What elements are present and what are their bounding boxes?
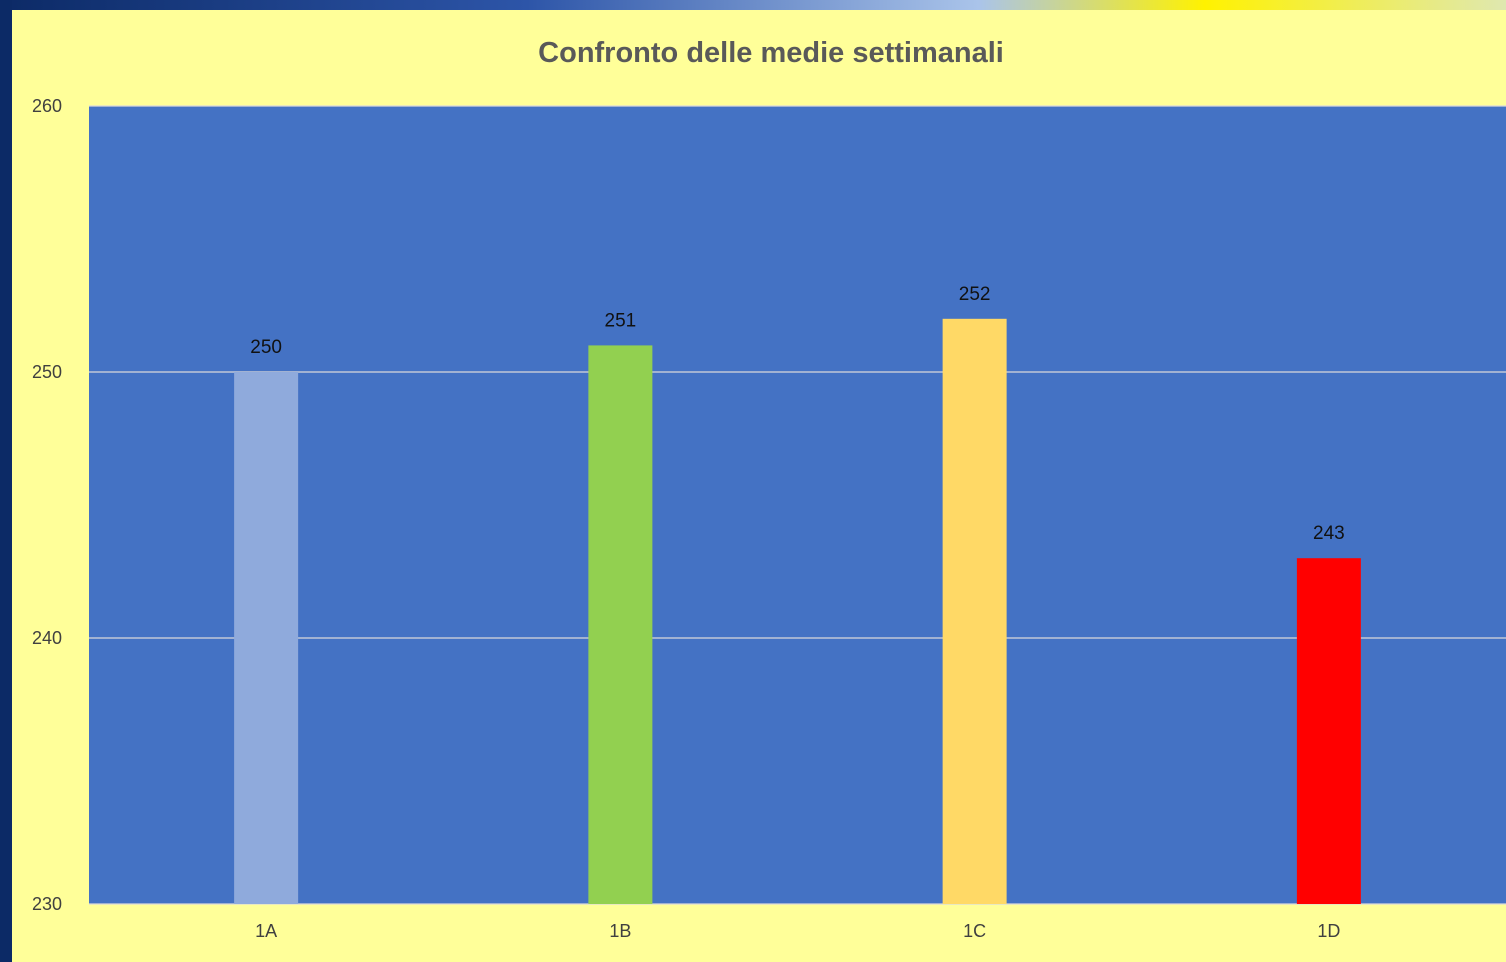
y-tick-label: 230 [32,894,62,914]
data-label-1A: 250 [250,337,282,358]
plot-area [89,106,1506,904]
data-label-1C: 252 [959,284,991,305]
y-tick-label: 240 [32,628,62,648]
y-axis: 230 240 250 260 [32,96,62,914]
bar-1A [234,372,299,904]
data-label-1D: 243 [1313,523,1345,544]
x-tick-label: 1B [609,921,631,941]
y-tick-label: 260 [32,96,62,116]
y-tick-label: 250 [32,362,62,382]
bar-chart: Confronto delle medie settimanali 230 240… [32,37,1506,941]
bar-1D [1296,558,1361,904]
x-tick-label: 1A [255,921,277,941]
top-gradient-strip [0,0,1506,10]
slide-left-edge [0,0,12,962]
x-tick-label: 1D [1317,921,1340,941]
bar-1C [942,318,1007,904]
x-tick-label: 1C [963,921,986,941]
bars [234,318,1361,904]
data-label-1B: 251 [605,310,637,331]
chart-title: Confronto delle medie settimanali [538,37,1004,69]
bar-1B [588,345,653,904]
chart-area: Confronto delle medie settimanali 230 240… [12,10,1506,962]
x-axis: 1A 1B 1C 1D [255,921,1340,941]
gridlines [89,105,1506,905]
data-labels: 250 251 252 243 [250,284,1344,544]
